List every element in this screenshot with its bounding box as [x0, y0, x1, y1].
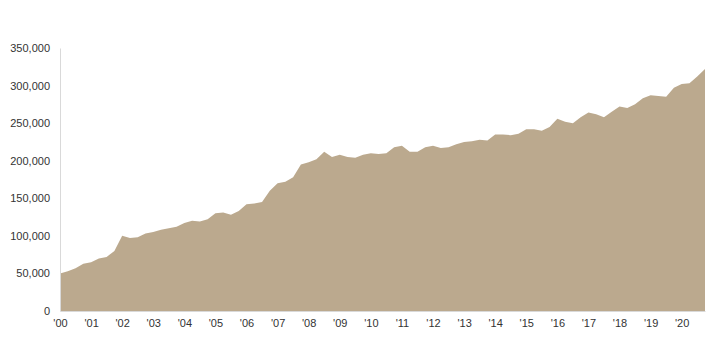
x-tick: '12: [426, 311, 440, 329]
x-tick: '18: [613, 311, 627, 329]
marks: [60, 69, 705, 311]
x-tick: '04: [178, 311, 192, 329]
x-tick-label: '10: [364, 317, 378, 329]
plot-area: 0 50,000 100,000 150,000 200,000 250,000 300,0…: [10, 42, 705, 329]
x-tick-label: '03: [147, 317, 161, 329]
x-tick-label: '16: [551, 317, 565, 329]
x-tick-label: '11: [396, 317, 410, 329]
y-tick: 250,000: [10, 117, 60, 129]
y-tick: 100,000: [10, 230, 60, 242]
x-tick: '10: [364, 311, 378, 329]
x-tick-label: '08: [302, 317, 316, 329]
y-tick: 300,000: [10, 80, 60, 92]
x-tick: '02: [115, 311, 129, 329]
chart-svg: 0 50,000 100,000 150,000 200,000 250,000 300,0…: [0, 0, 727, 343]
x-tick-label: '14: [489, 317, 503, 329]
x-tick: '06: [240, 311, 254, 329]
x-tick: '03: [147, 311, 161, 329]
x-tick-label: '02: [115, 317, 129, 329]
x-tick: '00: [53, 311, 67, 329]
x-tick-label: '18: [613, 317, 627, 329]
x-axis: '00 '01 '02 '03 '04 '05 '06 '07 '08 '09 '10 '11 '12 '…: [53, 311, 705, 329]
y-axis: 0 50,000 100,000 150,000 200,000 250,000 300,0…: [10, 42, 60, 317]
x-tick: '13: [457, 311, 471, 329]
x-tick: '16: [551, 311, 565, 329]
area: [60, 69, 705, 311]
x-tick-label: '07: [271, 317, 285, 329]
x-tick-label: '09: [333, 317, 347, 329]
x-tick-label: '01: [84, 317, 98, 329]
x-tick: '19: [644, 311, 658, 329]
y-tick: 350,000: [10, 42, 60, 54]
y-tick-label: 0: [44, 305, 50, 317]
x-tick: '17: [582, 311, 596, 329]
y-tick: 50,000: [16, 267, 60, 279]
y-tick: 150,000: [10, 192, 60, 204]
x-tick-label: '05: [209, 317, 223, 329]
x-tick-label: '06: [240, 317, 254, 329]
chart-container: 0 50,000 100,000 150,000 200,000 250,000 300,0…: [0, 0, 727, 343]
x-tick-label: '12: [426, 317, 440, 329]
x-tick-label: '13: [457, 317, 471, 329]
y-tick-label: 50,000: [16, 267, 50, 279]
x-tick: '11: [396, 311, 410, 329]
x-tick: '01: [84, 311, 98, 329]
y-axis-line: [60, 49, 61, 312]
x-tick-label: '19: [644, 317, 658, 329]
x-tick: '07: [271, 311, 285, 329]
x-tick-label: '04: [178, 317, 192, 329]
y-tick-label: 300,000: [10, 80, 50, 92]
y-tick-label: 150,000: [10, 192, 50, 204]
x-tick: '15: [520, 311, 534, 329]
x-axis-line: [61, 311, 706, 312]
x-tick: '08: [302, 311, 316, 329]
y-tick-label: 200,000: [10, 155, 50, 167]
x-tick: '09: [333, 311, 347, 329]
x-tick-label: '00: [53, 317, 67, 329]
x-tick: '14: [489, 311, 503, 329]
y-tick-label: 250,000: [10, 117, 50, 129]
y-tick-label: 100,000: [10, 230, 50, 242]
y-tick: 200,000: [10, 155, 60, 167]
x-tick: '05: [209, 311, 223, 329]
x-tick: '20: [675, 311, 689, 329]
y-tick-label: 350,000: [10, 42, 50, 54]
x-tick-label: '20: [675, 317, 689, 329]
y-tick: 0: [44, 305, 60, 317]
x-tick-label: '15: [520, 317, 534, 329]
x-tick-label: '17: [582, 317, 596, 329]
